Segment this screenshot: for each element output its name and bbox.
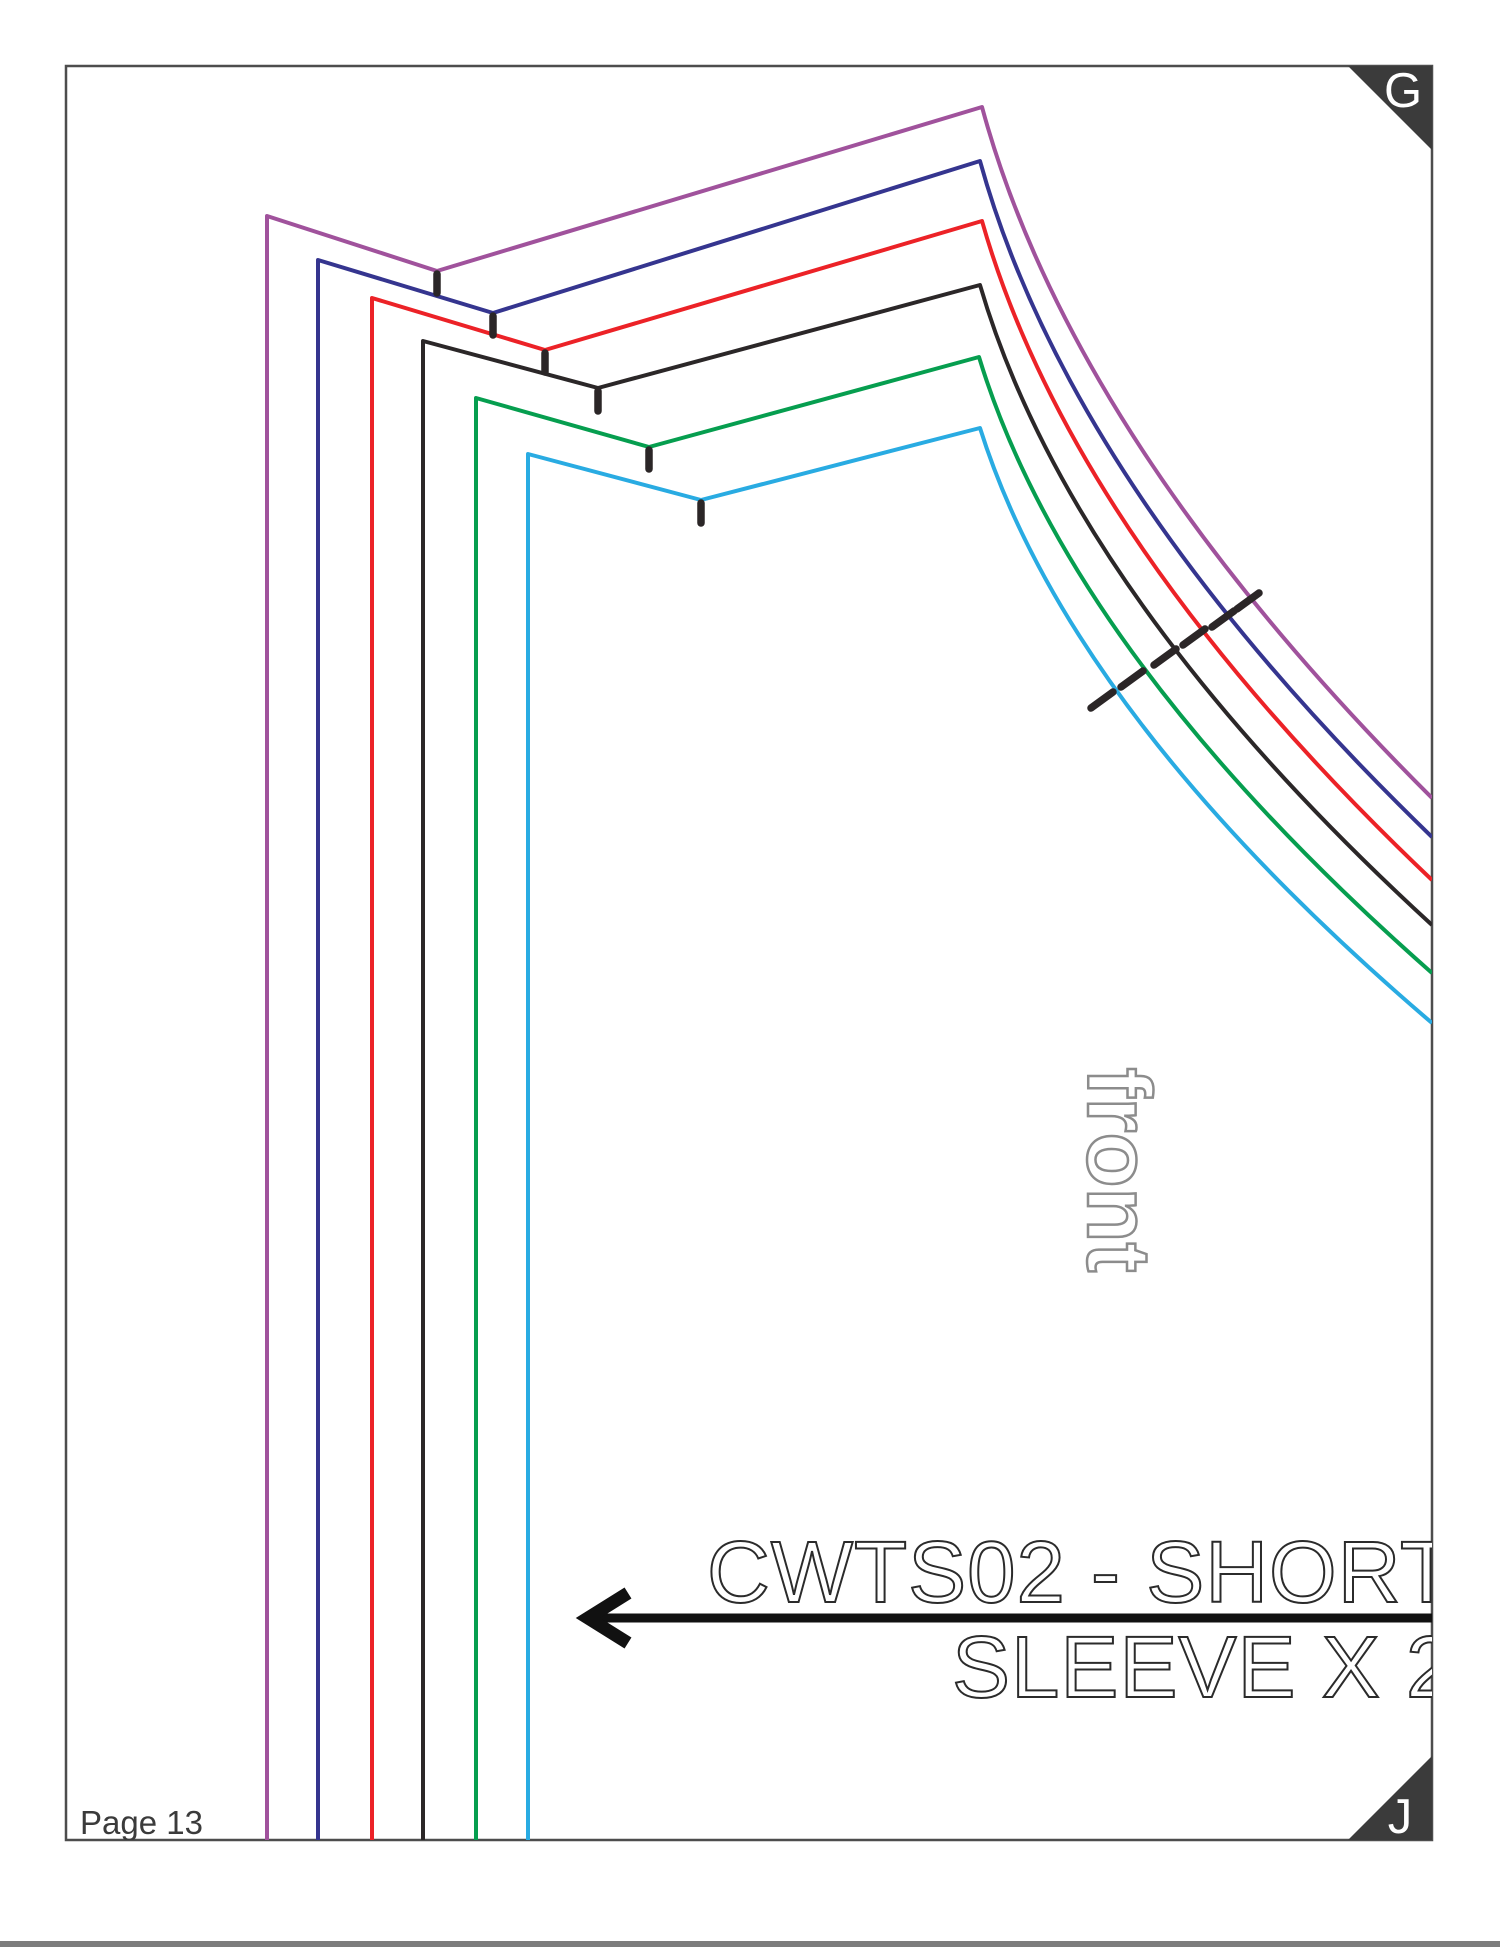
- size-line-purple: [265, 105, 1432, 1840]
- piece-name-label: front: [1068, 1068, 1168, 1273]
- corner-letter-j: J: [1388, 1790, 1413, 1844]
- page-border: [64, 64, 1434, 1842]
- size-line-green: [474, 355, 1432, 1840]
- curve-notch-navy: [1208, 607, 1238, 631]
- piece-title-line1: CWTS02 - SHORT: [707, 1524, 1454, 1621]
- size-line-navy: [316, 159, 1432, 1840]
- valley-notches: [433, 270, 705, 527]
- curve-notch-cyan: [1087, 688, 1117, 712]
- size-lines: [265, 105, 1432, 1840]
- corner-triangle-bottom-right: [1348, 1756, 1432, 1840]
- grainline-arrow-head: [575, 1587, 632, 1649]
- curve-notch-dashes: [1087, 589, 1263, 712]
- size-line-red: [370, 219, 1432, 1840]
- size-line-cyan: [526, 426, 1432, 1840]
- curve-notch-purple: [1233, 589, 1263, 613]
- curve-notch-black: [1150, 645, 1180, 669]
- size-line-black: [421, 283, 1432, 1840]
- page-number: Page 13: [80, 1804, 203, 1841]
- corner-triangle-top-right: [1348, 66, 1432, 150]
- piece-title-line2: SLEEVE X 2: [952, 1619, 1455, 1716]
- curve-notch-green: [1117, 667, 1147, 691]
- corner-letter-g: G: [1384, 64, 1422, 118]
- grainline-arrow: [575, 1587, 1432, 1649]
- curve-notch-red: [1179, 625, 1209, 649]
- image-bottom-edge: [0, 1941, 1500, 1947]
